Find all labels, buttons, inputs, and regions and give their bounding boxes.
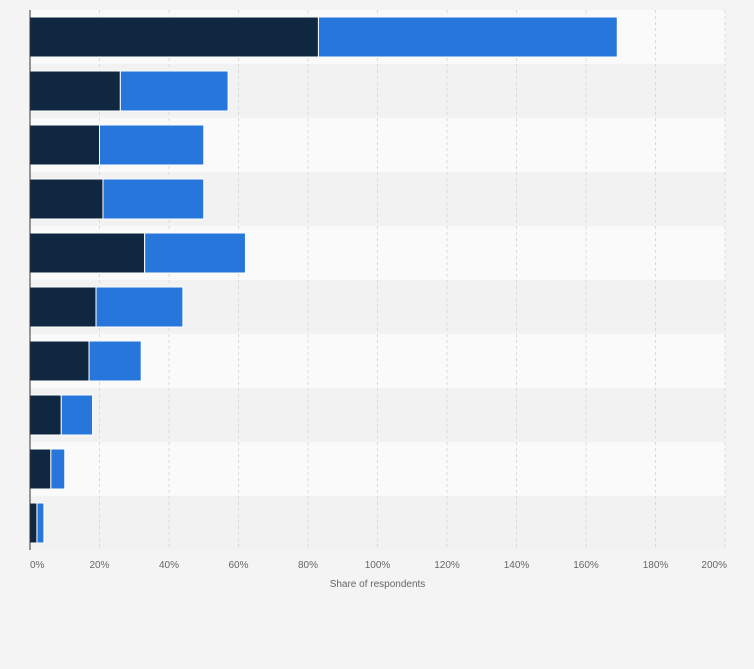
x-tick-label: 0% [30,560,45,571]
x-tick-label: 80% [298,560,318,571]
bar-segment-series-1[interactable] [29,448,52,490]
bar-segment-series-2[interactable] [36,502,45,544]
x-tick-label: 140% [504,560,530,571]
bar-segment-series-1[interactable] [29,502,38,544]
bar-segment-series-2[interactable] [102,178,205,220]
bar-segment-series-2[interactable] [99,124,205,166]
bar-segment-series-1[interactable] [29,124,100,166]
bar-segment-series-1[interactable] [29,178,104,220]
bar-segment-series-1[interactable] [29,70,121,112]
bar-segment-series-2[interactable] [95,286,184,328]
x-tick-label: 100% [365,560,391,571]
x-tick-label: 40% [159,560,179,571]
x-tick-label: 60% [228,560,248,571]
bar-segment-series-1[interactable] [29,232,146,274]
bar-segment-series-2[interactable] [88,340,142,382]
bar-segment-series-2[interactable] [119,70,229,112]
bar-segment-series-1[interactable] [29,16,319,58]
x-tick-label: 20% [89,560,109,571]
x-tick-label: 180% [643,560,669,571]
x-axis-title: Share of respondents [330,579,426,590]
bar-segment-series-1[interactable] [29,286,97,328]
bar-segment-series-2[interactable] [60,394,94,436]
bar-segment-series-1[interactable] [29,340,90,382]
x-tick-label: 160% [573,560,599,571]
bar-segment-series-2[interactable] [50,448,66,490]
bar-segment-series-2[interactable] [144,232,246,274]
bars [29,16,618,544]
x-tick-label: 200% [701,560,727,571]
bar-segment-series-1[interactable] [29,394,62,436]
x-tick-label: 120% [434,560,460,571]
bar-segment-series-2[interactable] [317,16,618,58]
x-tick-labels: 0% 20% 40% 60% 80% 100% 120% 140% 160% 180% 200% [30,560,727,571]
